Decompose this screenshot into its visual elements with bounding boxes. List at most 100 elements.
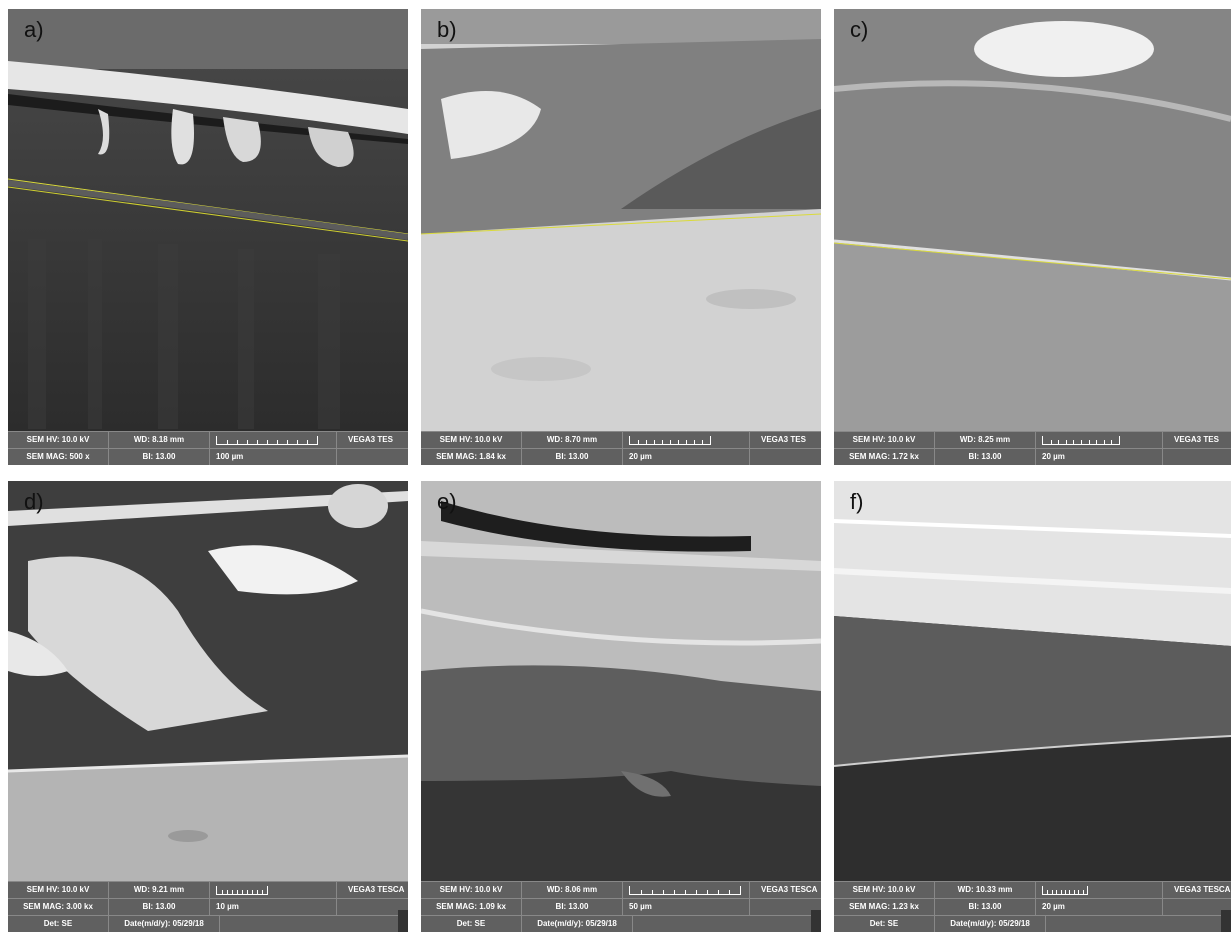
scale-tick	[686, 440, 687, 444]
hv-value: SEM HV: 10.0 kV	[834, 432, 935, 448]
mag-value: SEM MAG: 1.72 kx	[834, 449, 935, 465]
sem-info-bar: SEM HV: 10.0 kV WD: 8.18 mm VEGA3 TES SE…	[8, 431, 408, 465]
mag-value: SEM MAG: 1.23 kx	[834, 899, 935, 915]
brand-label: VEGA3 TES	[761, 435, 806, 444]
scale-tick	[1060, 890, 1062, 894]
scale-tick	[1058, 440, 1060, 444]
scale-tick	[257, 890, 258, 894]
scale-tick	[670, 440, 671, 444]
blank-cell	[338, 449, 408, 465]
scale-label: 10 µm	[210, 899, 337, 915]
scale-tick	[652, 890, 653, 894]
brand-label: VEGA3 TESCA	[761, 885, 818, 894]
scale-tick	[1088, 440, 1090, 444]
scale-bar	[629, 436, 711, 445]
blank-cell	[210, 916, 336, 932]
hv-value: SEM HV: 10.0 kV	[421, 882, 522, 898]
detector-value: Det: SE	[8, 916, 109, 932]
bi-value: BI: 13.00	[522, 449, 623, 465]
scale-tick	[1056, 890, 1058, 894]
scale-tick	[1065, 440, 1067, 444]
sem-image-f	[834, 481, 1231, 885]
panel-letter: f)	[850, 489, 864, 514]
scale-tick	[663, 890, 664, 894]
scale-tick	[267, 440, 268, 444]
mag-value: SEM MAG: 500 x	[8, 449, 109, 465]
blank-cell	[623, 916, 749, 932]
bi-value: BI: 13.00	[522, 899, 623, 915]
sem-info-bar: SEM HV: 10.0 kV WD: 10.33 mm VEGA3 TESCA…	[834, 881, 1231, 932]
mag-value: SEM MAG: 1.84 kx	[421, 449, 522, 465]
scale-tick	[247, 890, 248, 894]
scale-tick	[646, 440, 647, 444]
scale-tick	[232, 890, 233, 894]
panel-letter: c)	[850, 17, 869, 42]
corner-mark	[1221, 910, 1231, 932]
scale-label: 20 µm	[623, 449, 750, 465]
wd-value: WD: 8.18 mm	[109, 432, 210, 448]
scale-tick	[729, 890, 730, 894]
panel-letter: e)	[437, 489, 457, 514]
scale-tick	[1051, 890, 1053, 894]
scale-tick	[247, 440, 248, 444]
scale-bar	[216, 886, 268, 895]
mag-value: SEM MAG: 1.09 kx	[421, 899, 522, 915]
scale-bar-cell	[623, 882, 750, 898]
sem-info-bar: SEM HV: 10.0 kV WD: 9.21 mm VEGA3 TESCA …	[8, 881, 408, 932]
scale-tick	[287, 440, 288, 444]
sem-info-bar: SEM HV: 10.0 kV WD: 8.25 mm VEGA3 TES SE…	[834, 431, 1231, 465]
sem-panel-e: e) SEM HV: 10.0 kV WD: 8.06 mm VEGA3 TES…	[421, 481, 821, 932]
scale-tick	[297, 440, 298, 444]
sem-panel-a: a) SEM HV: 10.0 kV WD: 8.18 mm VEGA3 TES…	[8, 9, 408, 465]
scale-tick	[257, 440, 258, 444]
hv-value: SEM HV: 10.0 kV	[8, 882, 109, 898]
scale-tick	[1073, 890, 1075, 894]
scale-tick	[1073, 440, 1075, 444]
wd-value: WD: 8.06 mm	[522, 882, 623, 898]
wd-value: WD: 8.25 mm	[935, 432, 1036, 448]
date-value: Date(m/d/y): 05/29/18	[935, 916, 1046, 932]
panel-letter: d)	[24, 489, 44, 514]
blank-cell	[751, 449, 821, 465]
wd-value: WD: 10.33 mm	[935, 882, 1036, 898]
sem-image-d	[8, 481, 408, 885]
panel-letter: a)	[24, 17, 44, 42]
sem-panel-c: c) SEM HV: 10.0 kV WD: 8.25 mm VEGA3 TES…	[834, 9, 1231, 465]
scale-tick	[1111, 440, 1113, 444]
hv-value: SEM HV: 10.0 kV	[421, 432, 522, 448]
scale-tick	[718, 890, 719, 894]
scale-bar	[1042, 436, 1120, 445]
sem-image-b	[421, 9, 821, 433]
scale-bar	[216, 436, 318, 445]
sem-panel-b: b) SEM HV: 10.0 kV WD: 8.70 mm VEGA3 TES…	[421, 9, 821, 465]
panel-letter: b)	[437, 17, 457, 42]
scale-tick	[242, 890, 243, 894]
hv-value: SEM HV: 10.0 kV	[8, 432, 109, 448]
hv-value: SEM HV: 10.0 kV	[834, 882, 935, 898]
scale-tick	[222, 890, 223, 894]
bi-value: BI: 13.00	[935, 899, 1036, 915]
scale-tick	[638, 440, 639, 444]
scale-label: 50 µm	[623, 899, 750, 915]
scale-tick	[227, 440, 228, 444]
scale-tick	[662, 440, 663, 444]
scale-tick	[277, 440, 278, 444]
scale-label: 20 µm	[1036, 449, 1163, 465]
scale-tick	[1081, 440, 1082, 444]
scale-tick	[1065, 890, 1066, 894]
scale-tick	[654, 440, 655, 444]
scale-tick	[685, 890, 686, 894]
scale-tick	[696, 890, 697, 894]
date-value: Date(m/d/y): 05/29/18	[109, 916, 220, 932]
sem-info-bar: SEM HV: 10.0 kV WD: 8.06 mm VEGA3 TESCA …	[421, 881, 821, 932]
sem-panel-d: d) SEM HV: 10.0 kV WD: 9.21 mm VEGA3 TES…	[8, 481, 408, 932]
scale-tick	[1103, 440, 1105, 444]
scale-tick	[702, 440, 703, 444]
brand-label: VEGA3 TESCA	[348, 885, 405, 894]
bi-value: BI: 13.00	[935, 449, 1036, 465]
brand-label: VEGA3 TES	[348, 435, 393, 444]
scale-bar	[1042, 886, 1088, 895]
bi-value: BI: 13.00	[109, 899, 210, 915]
scale-label: 20 µm	[1036, 899, 1163, 915]
scale-tick	[1047, 890, 1049, 894]
